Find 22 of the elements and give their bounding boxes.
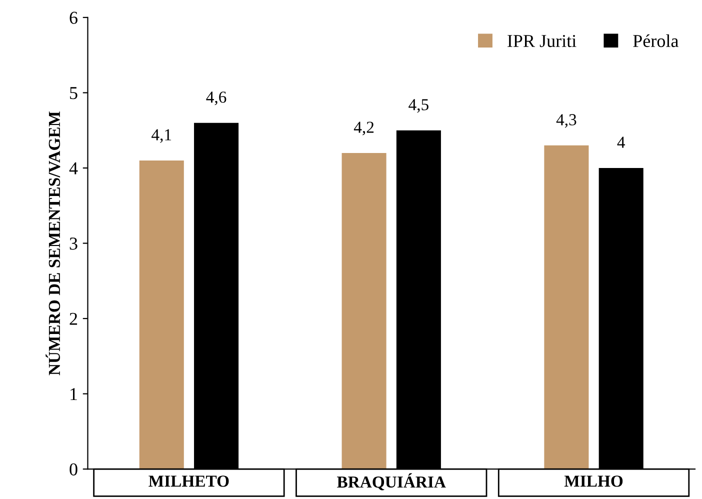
data-label: 4,5 bbox=[408, 99, 428, 113]
y-tick-label: 3 bbox=[70, 238, 78, 250]
bar bbox=[139, 160, 184, 470]
y-tick-label: 0 bbox=[70, 463, 78, 476]
data-label: 4 bbox=[617, 136, 626, 148]
y-tick-label: 5 bbox=[70, 87, 78, 100]
data-label: 4,1 bbox=[152, 129, 172, 143]
x-tick-label: BRAQUIÁRIA bbox=[337, 473, 446, 490]
y-tick-label: 4 bbox=[69, 162, 78, 174]
y-axis-title: NÚMERO DE SEMENTES/VAGEM bbox=[46, 111, 60, 376]
x-tick-label: MILHETO bbox=[148, 476, 229, 487]
bar bbox=[544, 145, 589, 470]
legend-label: Pérola bbox=[633, 34, 678, 48]
data-label: 4,2 bbox=[354, 122, 374, 136]
y-tick-label: 1 bbox=[70, 388, 77, 400]
legend-label: IPR Juriti bbox=[508, 34, 576, 48]
y-tick-label: 6 bbox=[70, 12, 78, 24]
data-label: 4,3 bbox=[556, 114, 576, 128]
bar bbox=[342, 152, 386, 470]
y-tick-label: 2 bbox=[70, 312, 78, 325]
data-label: 4,6 bbox=[206, 92, 226, 106]
x-tick-label: MILHO bbox=[564, 476, 623, 487]
